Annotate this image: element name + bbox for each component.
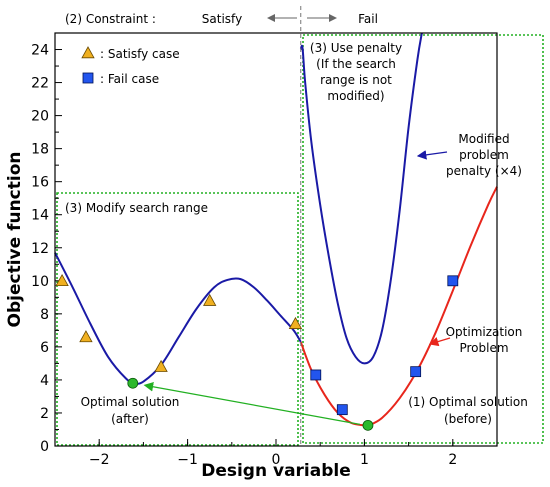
x-tick-label: 2 <box>448 452 457 468</box>
fail-marker <box>336 404 348 416</box>
y-tick-label: 16 <box>31 175 49 191</box>
modify-range-text: (3) Modify search range <box>65 201 208 215</box>
fail-marker <box>410 366 422 378</box>
y-tick-label: 6 <box>40 340 49 356</box>
modified-problem-curve <box>299 32 423 365</box>
plot-frame <box>54 32 498 447</box>
satisfy-label: Satisfy <box>202 12 242 26</box>
y-tick-label: 4 <box>40 373 49 389</box>
modified-problem-text: problem <box>459 148 509 162</box>
legend-fail-label: : Fail case <box>100 72 159 86</box>
optimization-problem-text: Problem <box>459 341 508 355</box>
modified-problem-text: penalty (×4) <box>446 164 522 178</box>
optimization-problem-arrow <box>428 336 451 347</box>
y-axis-title: Objective function <box>5 152 25 328</box>
modified-problem-arrow <box>416 150 448 160</box>
y-tick-label: 2 <box>40 406 49 422</box>
y-tick-label: 14 <box>31 208 49 224</box>
satisfy-marker <box>203 293 217 306</box>
x-tick-label: 0 <box>272 452 281 468</box>
optimal-before-text: (1) Optimal solution <box>408 395 528 409</box>
x-tick-label: 1 <box>360 452 369 468</box>
y-tick-label: 20 <box>31 109 49 125</box>
use-penalty-text: (If the search <box>316 57 396 71</box>
y-tick-label: 0 <box>40 439 49 455</box>
fail-marker <box>447 275 459 287</box>
optimal-before-text: (before) <box>444 412 492 426</box>
use-penalty-text: modified) <box>327 89 384 103</box>
satisfy-marker <box>288 316 303 329</box>
satisfy-curve <box>54 252 302 385</box>
modified-problem-text: Modified <box>458 132 509 146</box>
optimal-shift-arrow <box>143 382 361 425</box>
x-tick-label: −1 <box>177 452 198 468</box>
fail-marker <box>310 369 322 381</box>
y-tick-label: 24 <box>31 43 49 59</box>
x-tick-label: −2 <box>89 452 110 468</box>
fail-marker <box>82 72 94 84</box>
y-tick-label: 12 <box>31 241 49 257</box>
penalty-region-box <box>302 34 544 444</box>
satisfy-marker <box>79 330 93 343</box>
optimal-marker <box>127 377 139 389</box>
optimization-problem-curve <box>299 186 498 427</box>
fail-label: Fail <box>358 12 378 26</box>
optimization-problem-text: Optimization <box>446 325 523 339</box>
constraint-label: (2) Constraint : <box>65 12 156 26</box>
legend-satisfy-label: : Satisfy case <box>100 47 180 61</box>
x-axis-title: Design variable <box>201 461 351 481</box>
use-penalty-text: range is not <box>320 73 392 87</box>
y-tick-label: 18 <box>31 142 49 158</box>
optimal-after-text: (after) <box>111 412 149 426</box>
satisfy-marker <box>81 46 95 59</box>
satisfy-marker <box>154 359 168 372</box>
y-tick-label: 22 <box>31 76 49 92</box>
y-tick-label: 10 <box>31 274 49 290</box>
y-tick-label: 8 <box>40 307 49 323</box>
optimal-after-text: Optimal solution <box>81 395 180 409</box>
use-penalty-text: (3) Use penalty <box>310 41 402 55</box>
search-range-box <box>56 192 299 446</box>
satisfy-marker <box>55 273 69 286</box>
optimal-marker <box>362 419 374 431</box>
